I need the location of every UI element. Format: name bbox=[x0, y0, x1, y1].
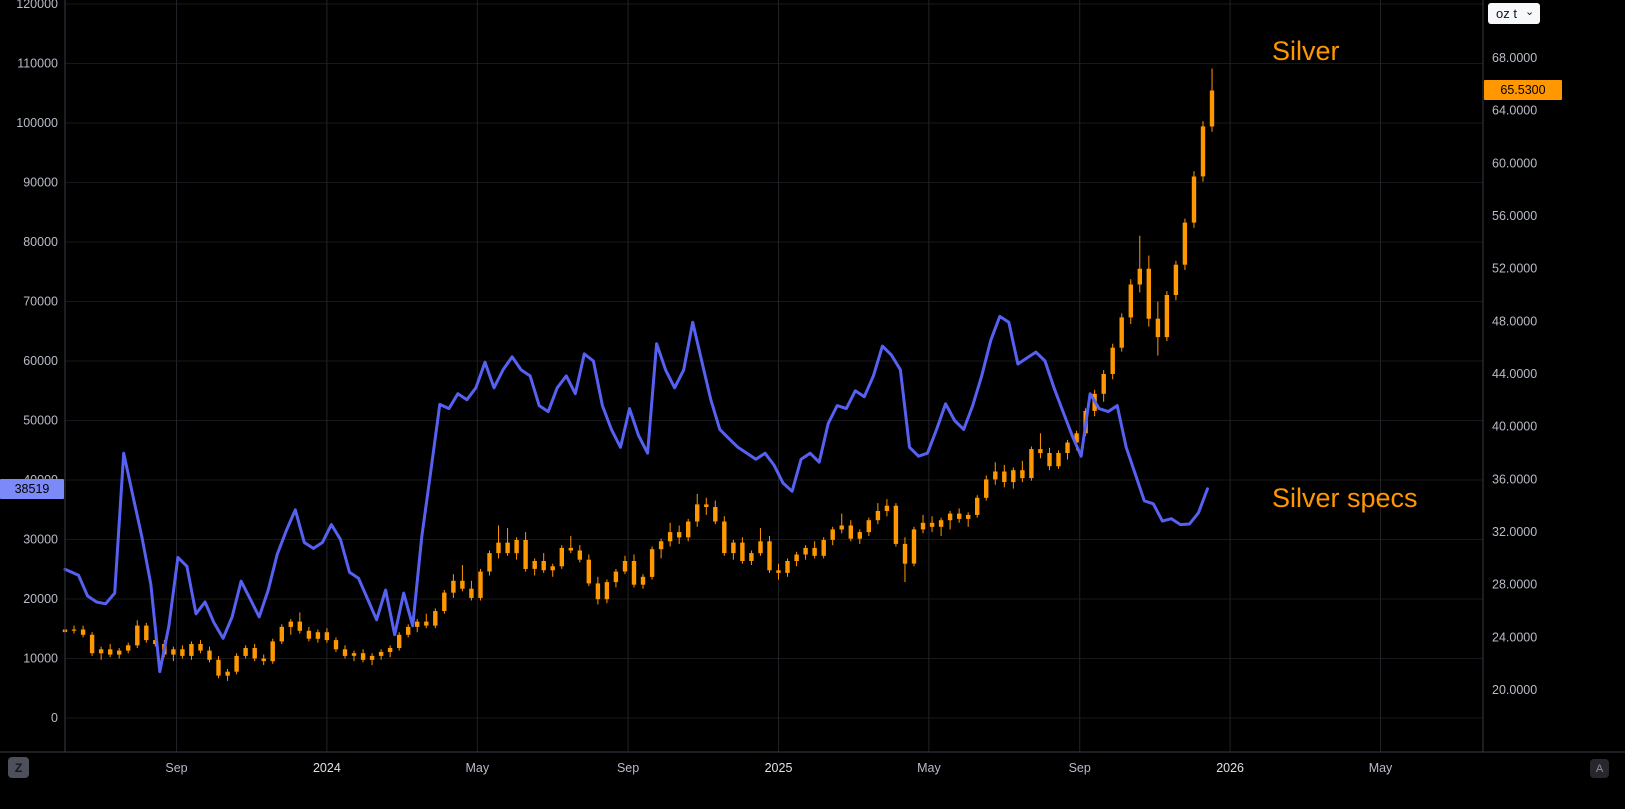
right-axis-tick-label: 56.0000 bbox=[1492, 209, 1537, 223]
left-axis-tick-label: 80000 bbox=[23, 235, 58, 249]
unit-selector-label: oz t bbox=[1496, 6, 1517, 21]
right-price-scale[interactable]: 20.0000 24.0000 28.0000 32.0000 36.0000 40.00… bbox=[1492, 51, 1537, 697]
left-axis-tick-label: 70000 bbox=[23, 295, 58, 309]
left-axis-tick-label: 90000 bbox=[23, 176, 58, 190]
left-axis-tick-label: 30000 bbox=[23, 533, 58, 547]
right-axis-tick-label: 68.0000 bbox=[1492, 51, 1537, 65]
time-axis-month-label: Sep bbox=[617, 761, 639, 775]
silver-specs-series-label[interactable]: Silver specs bbox=[1272, 483, 1418, 513]
right-axis-tick-label: 36.0000 bbox=[1492, 472, 1537, 486]
silver-last-price-badge: 65.5300 bbox=[1484, 80, 1562, 100]
auto-scale-button[interactable]: A bbox=[1590, 759, 1609, 778]
left-axis-tick-label: 120000 bbox=[16, 0, 58, 11]
time-axis-month-label: May bbox=[465, 761, 489, 775]
right-axis-tick-label: 40.0000 bbox=[1492, 420, 1537, 434]
time-axis-month-label: Sep bbox=[1069, 761, 1091, 775]
right-axis-tick-label: 60.0000 bbox=[1492, 156, 1537, 170]
right-axis-tick-label: 24.0000 bbox=[1492, 630, 1537, 644]
gridlines bbox=[65, 0, 1483, 752]
left-axis-tick-label: 100000 bbox=[16, 116, 58, 130]
left-price-scale[interactable]: 0100002000030000400005000060000700008000… bbox=[16, 0, 58, 725]
right-axis-tick-label: 32.0000 bbox=[1492, 525, 1537, 539]
time-axis-year-label: 2024 bbox=[313, 761, 341, 775]
left-axis-tick-label: 10000 bbox=[23, 652, 58, 666]
right-axis-tick-label: 20.0000 bbox=[1492, 683, 1537, 697]
silver-series-label[interactable]: Silver bbox=[1272, 36, 1340, 66]
time-axis-month-label: May bbox=[917, 761, 941, 775]
left-axis-tick-label: 60000 bbox=[23, 354, 58, 368]
unit-selector[interactable]: oz t ⌄ bbox=[1488, 3, 1541, 24]
left-axis-tick-label: 110000 bbox=[17, 57, 58, 71]
right-axis-tick-label: 44.0000 bbox=[1492, 367, 1537, 381]
time-axis-year-label: 2026 bbox=[1216, 761, 1244, 775]
silver-candles-series bbox=[62, 68, 1215, 681]
left-axis-tick-label: 0 bbox=[51, 711, 58, 725]
silver-specs-line bbox=[63, 314, 1209, 674]
time-axis-year-label: 2025 bbox=[765, 761, 793, 775]
left-axis-tick-label: 50000 bbox=[23, 414, 58, 428]
right-axis-tick-label: 64.0000 bbox=[1492, 104, 1537, 118]
right-axis-tick-label: 52.0000 bbox=[1492, 262, 1537, 276]
time-axis-month-label: Sep bbox=[165, 761, 187, 775]
axis-borders bbox=[0, 0, 1625, 753]
right-axis-tick-label: 28.0000 bbox=[1492, 578, 1537, 592]
specs-last-value-badge: 38519 bbox=[0, 479, 64, 499]
left-axis-tick-label: 20000 bbox=[23, 592, 58, 606]
time-axis-month-label: May bbox=[1369, 761, 1393, 775]
chevron-down-icon: ⌄ bbox=[1524, 6, 1535, 18]
time-scale[interactable]: Sep 2024 May Sep 2025 May Sep 2026 May bbox=[165, 761, 1393, 775]
z-button[interactable]: Z bbox=[8, 757, 29, 778]
right-axis-tick-label: 48.0000 bbox=[1492, 314, 1537, 328]
